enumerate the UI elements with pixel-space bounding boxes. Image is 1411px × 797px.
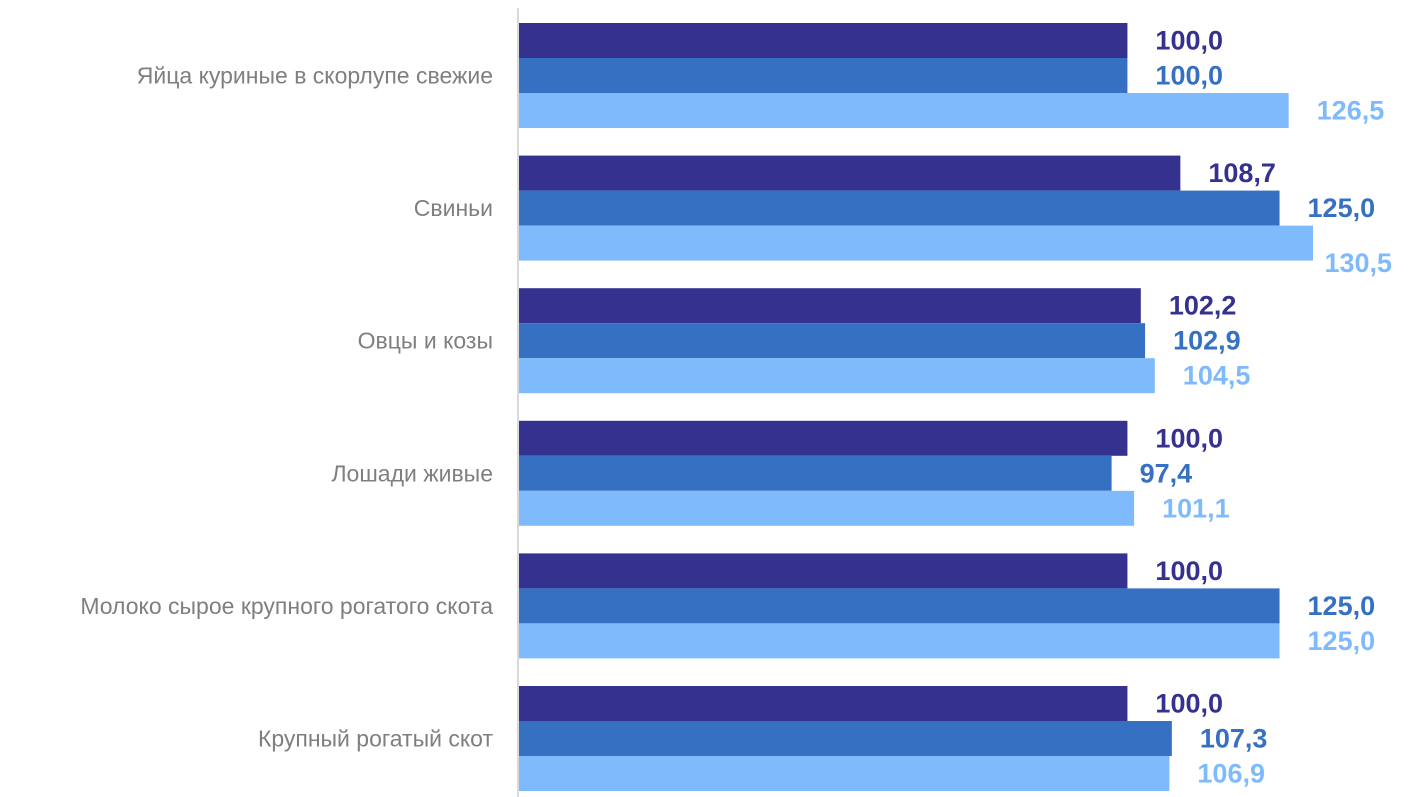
bar bbox=[519, 623, 1280, 659]
bar bbox=[519, 93, 1289, 128]
value-label: 102,9 bbox=[1173, 326, 1241, 356]
value-label: 101,1 bbox=[1162, 493, 1230, 523]
bar bbox=[519, 553, 1128, 589]
bar bbox=[519, 420, 1128, 456]
category-label: Молоко сырое крупного рогатого скота bbox=[80, 593, 493, 619]
category-label: Овцы и козы bbox=[358, 328, 493, 354]
bar bbox=[519, 358, 1155, 394]
value-label: 107,3 bbox=[1200, 724, 1268, 754]
value-label: 100,0 bbox=[1155, 556, 1223, 586]
bar bbox=[519, 588, 1280, 624]
value-label: 102,2 bbox=[1169, 291, 1237, 321]
labels-layer: Яйца куриные в скорлупе свежие 100,0 100,0… bbox=[80, 26, 1392, 789]
bar bbox=[519, 490, 1135, 526]
bar bbox=[519, 756, 1170, 791]
bar bbox=[519, 23, 1128, 58]
bar bbox=[519, 190, 1280, 226]
value-label: 108,7 bbox=[1208, 158, 1276, 188]
value-label: 125,0 bbox=[1308, 591, 1376, 621]
bar bbox=[519, 455, 1112, 491]
value-label: 100,0 bbox=[1155, 61, 1223, 91]
bars-layer bbox=[519, 23, 1313, 791]
value-label: 125,0 bbox=[1308, 193, 1376, 223]
bar bbox=[519, 155, 1181, 191]
bar bbox=[519, 225, 1313, 261]
value-label: 104,5 bbox=[1183, 361, 1251, 391]
value-label: 100,0 bbox=[1155, 423, 1223, 453]
value-label: 125,0 bbox=[1308, 626, 1376, 656]
bar bbox=[519, 686, 1128, 721]
bar bbox=[519, 58, 1128, 93]
bar bbox=[519, 721, 1172, 756]
bar bbox=[519, 323, 1146, 359]
category-label: Лошади живые bbox=[331, 460, 493, 486]
value-label: 100,0 bbox=[1155, 26, 1223, 56]
bar bbox=[519, 288, 1141, 324]
category-label: Свиньи bbox=[414, 195, 493, 221]
value-label: 97,4 bbox=[1140, 458, 1193, 488]
category-label: Крупный рогатый скот bbox=[258, 726, 494, 752]
value-label: 126,5 bbox=[1317, 96, 1385, 126]
category-label: Яйца куриные в скорлупе свежие bbox=[137, 63, 493, 89]
value-label: 100,0 bbox=[1155, 689, 1223, 719]
value-label: 106,9 bbox=[1197, 759, 1265, 789]
value-label: 130,5 bbox=[1325, 248, 1393, 278]
